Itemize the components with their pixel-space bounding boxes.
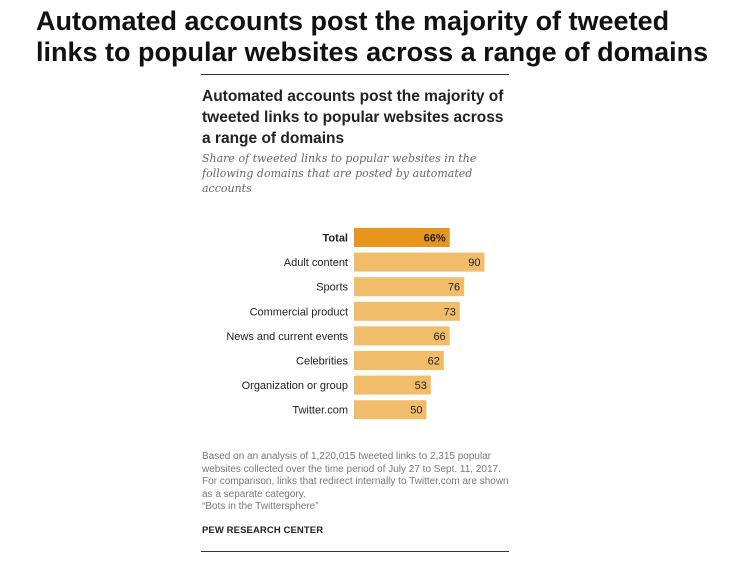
- chart-subtitle: Share of tweeted links to popular websit…: [202, 152, 477, 195]
- category-label-organization-or-group: Organization or group: [242, 380, 348, 392]
- note-methodology: Based on an analysis of 1,220,015 tweete…: [202, 451, 509, 500]
- category-label-twitter-com: Twitter.com: [292, 405, 348, 417]
- value-label-sports: 76: [448, 282, 460, 294]
- bar-organization-or-group: [354, 375, 431, 395]
- page-headline: Automated accounts post the majority of …: [36, 6, 709, 67]
- value-label-organization-or-group: 53: [415, 380, 427, 392]
- chart-note: Based on an analysis of 1,220,015 tweete…: [202, 451, 512, 514]
- top-divider: [201, 74, 509, 75]
- category-label-celebrities: Celebrities: [296, 356, 348, 368]
- value-label-commercial-product: 73: [444, 306, 456, 318]
- source-credit: PEW RESEARCH CENTER: [202, 525, 324, 536]
- bottom-divider: [201, 551, 509, 552]
- bar-adult-content: [354, 252, 485, 272]
- category-label-news-and-current-events: News and current events: [226, 331, 348, 343]
- category-label-commercial-product: Commercial product: [250, 306, 348, 318]
- bar-commercial-product: [354, 301, 460, 321]
- value-label-twitter-com: 50: [410, 405, 422, 417]
- value-label-news-and-current-events: 66: [433, 331, 445, 343]
- bar-total: [354, 228, 450, 247]
- chart-title: Automated accounts post the majority of …: [202, 88, 504, 147]
- category-label-adult-content: Adult content: [284, 257, 348, 269]
- bar-celebrities: [354, 351, 444, 370]
- value-label-adult-content: 90: [468, 257, 480, 269]
- category-label-total: Total: [323, 233, 348, 245]
- note-report-title: “Bots in the Twittersphere”: [202, 501, 319, 512]
- bar-chart: Total 66% Adult content 90 Sports 76 Commercia…: [226, 228, 485, 420]
- bar-sports: [354, 277, 465, 297]
- bar-news-and-current-events: [354, 326, 450, 346]
- category-label-sports: Sports: [316, 282, 348, 294]
- value-label-celebrities: 62: [428, 356, 440, 368]
- bar-twitter-com: [354, 400, 427, 420]
- value-label-total: 66%: [424, 233, 446, 245]
